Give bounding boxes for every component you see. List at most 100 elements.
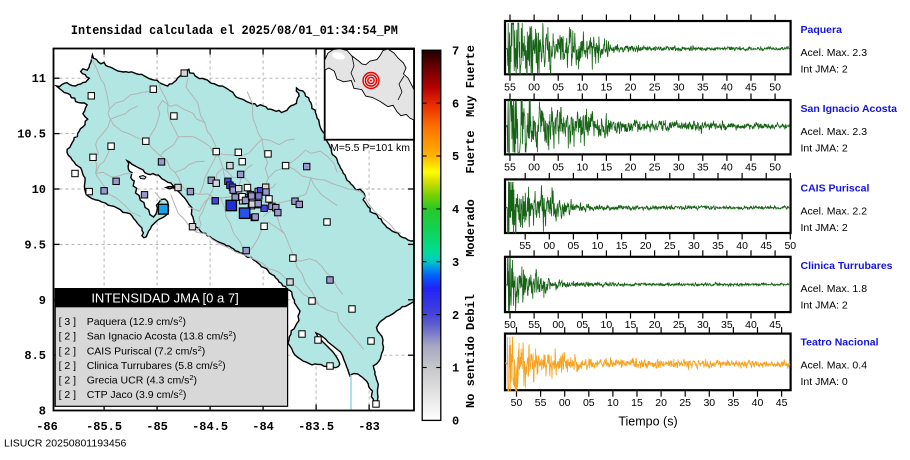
svg-text:9.5: 9.5 bbox=[24, 238, 46, 252]
svg-text:40: 40 bbox=[721, 81, 733, 93]
svg-text:15: 15 bbox=[625, 319, 637, 331]
svg-text:35: 35 bbox=[712, 240, 724, 252]
svg-text:Acel. Max. 2.2: Acel. Max. 2.2 bbox=[801, 205, 868, 217]
svg-text:40: 40 bbox=[736, 240, 748, 252]
svg-text:30: 30 bbox=[703, 397, 715, 409]
svg-text:35: 35 bbox=[721, 319, 733, 331]
svg-text:20: 20 bbox=[625, 81, 637, 93]
svg-text:30: 30 bbox=[697, 319, 709, 331]
svg-text:10: 10 bbox=[607, 397, 619, 409]
svg-text:55: 55 bbox=[504, 161, 516, 173]
svg-text:Moderado: Moderado bbox=[464, 199, 478, 257]
svg-text:Intensidad calculada el 2025/0: Intensidad calculada el 2025/08/01_01:34… bbox=[71, 23, 398, 38]
svg-text:45: 45 bbox=[745, 81, 757, 93]
svg-text:25: 25 bbox=[673, 319, 685, 331]
svg-text:-86: -86 bbox=[36, 420, 58, 434]
svg-text:Paquera: Paquera bbox=[801, 24, 843, 36]
svg-text:CAIS Puriscal: CAIS Puriscal bbox=[801, 182, 870, 194]
svg-text:[ 2 ]: [ 2 ] bbox=[59, 331, 77, 343]
svg-text:[ 2 ]: [ 2 ] bbox=[59, 360, 77, 372]
svg-text:40: 40 bbox=[745, 319, 757, 331]
svg-text:05: 05 bbox=[552, 81, 564, 93]
svg-text:-85.5: -85.5 bbox=[86, 420, 122, 434]
svg-text:05: 05 bbox=[552, 161, 564, 173]
svg-text:-83: -83 bbox=[358, 420, 380, 434]
svg-text:0: 0 bbox=[452, 415, 459, 429]
svg-text:45: 45 bbox=[776, 397, 788, 409]
svg-text:Acel. Max. 2.3: Acel. Max. 2.3 bbox=[801, 47, 868, 59]
svg-text:Teatro Nacional: Teatro Nacional bbox=[801, 337, 879, 349]
svg-text:San Ignacio Acosta: San Ignacio Acosta bbox=[801, 103, 898, 115]
svg-text:35: 35 bbox=[697, 81, 709, 93]
svg-text:00: 00 bbox=[552, 319, 564, 331]
svg-text:San Ignacio Acosta (13.8 cm/s2: San Ignacio Acosta (13.8 cm/s2) bbox=[87, 329, 237, 343]
svg-text:5: 5 bbox=[452, 150, 459, 164]
svg-text:No sentido: No sentido bbox=[464, 336, 478, 408]
svg-text:2: 2 bbox=[452, 309, 459, 323]
svg-text:55: 55 bbox=[504, 81, 516, 93]
svg-text:Clinica Turrubares: Clinica Turrubares bbox=[801, 260, 893, 272]
svg-text:Acel. Max. 2.3: Acel. Max. 2.3 bbox=[801, 126, 868, 138]
svg-text:Int JMA: 2: Int JMA: 2 bbox=[801, 222, 848, 234]
svg-text:Int JMA: 2: Int JMA: 2 bbox=[801, 143, 848, 155]
svg-text:10.5: 10.5 bbox=[17, 128, 46, 142]
svg-text:45: 45 bbox=[745, 161, 757, 173]
svg-text:CTP Jaco (3.9 cm/s2): CTP Jaco (3.9 cm/s2) bbox=[87, 388, 187, 402]
svg-text:55: 55 bbox=[528, 319, 540, 331]
svg-text:-84: -84 bbox=[252, 420, 274, 434]
svg-text:15: 15 bbox=[616, 240, 628, 252]
svg-text:40: 40 bbox=[721, 161, 733, 173]
svg-text:50: 50 bbox=[784, 240, 796, 252]
svg-text:00: 00 bbox=[528, 161, 540, 173]
svg-text:05: 05 bbox=[576, 319, 588, 331]
svg-text:[ 2 ]: [ 2 ] bbox=[59, 389, 77, 401]
svg-text:Grecia UCR (4.3 cm/s2): Grecia UCR (4.3 cm/s2) bbox=[87, 373, 197, 387]
svg-text:Debil: Debil bbox=[464, 294, 478, 330]
svg-text:50: 50 bbox=[769, 81, 781, 93]
svg-text:15: 15 bbox=[601, 81, 613, 93]
svg-text:50: 50 bbox=[511, 397, 523, 409]
svg-text:25: 25 bbox=[679, 397, 691, 409]
svg-text:30: 30 bbox=[673, 161, 685, 173]
svg-text:30: 30 bbox=[673, 81, 685, 93]
svg-text:30: 30 bbox=[688, 240, 700, 252]
svg-text:10: 10 bbox=[576, 81, 588, 93]
svg-text:25: 25 bbox=[649, 81, 661, 93]
svg-text:[ 3 ]: [ 3 ] bbox=[59, 316, 77, 328]
svg-text:40: 40 bbox=[752, 397, 764, 409]
svg-text:9: 9 bbox=[39, 294, 46, 308]
svg-text:50: 50 bbox=[504, 319, 516, 331]
svg-text:INTENSIDAD JMA [0 a 7]: INTENSIDAD JMA [0 a 7] bbox=[91, 291, 238, 306]
svg-text:20: 20 bbox=[649, 319, 661, 331]
svg-text:-85: -85 bbox=[146, 420, 168, 434]
svg-text:35: 35 bbox=[728, 397, 740, 409]
svg-text:45: 45 bbox=[769, 319, 781, 331]
svg-text:[ 2 ]: [ 2 ] bbox=[59, 345, 77, 357]
svg-text:20: 20 bbox=[640, 240, 652, 252]
svg-text:Muy Fuerte: Muy Fuerte bbox=[464, 45, 478, 117]
svg-text:6: 6 bbox=[452, 97, 459, 111]
svg-text:8.5: 8.5 bbox=[24, 349, 46, 363]
svg-text:00: 00 bbox=[559, 397, 571, 409]
svg-text:55: 55 bbox=[519, 240, 531, 252]
svg-text:-83.5: -83.5 bbox=[298, 420, 334, 434]
svg-text:20: 20 bbox=[655, 397, 667, 409]
svg-text:55: 55 bbox=[535, 397, 547, 409]
svg-text:Fuerte: Fuerte bbox=[464, 130, 478, 173]
svg-text:Int JMA: 2: Int JMA: 2 bbox=[801, 64, 848, 76]
svg-text:3: 3 bbox=[452, 256, 459, 270]
svg-text:[ 2 ]: [ 2 ] bbox=[59, 375, 77, 387]
svg-text:Int JMA: 2: Int JMA: 2 bbox=[801, 299, 848, 311]
svg-text:25: 25 bbox=[649, 161, 661, 173]
svg-text:Clinica Turrubares (5.8 cm/s2): Clinica Turrubares (5.8 cm/s2) bbox=[87, 358, 226, 372]
svg-text:10: 10 bbox=[32, 183, 46, 197]
svg-text:35: 35 bbox=[697, 161, 709, 173]
svg-text:11: 11 bbox=[32, 72, 46, 86]
svg-text:-84.5: -84.5 bbox=[192, 420, 228, 434]
svg-text:LISUCR 20250801193456: LISUCR 20250801193456 bbox=[4, 438, 127, 450]
svg-text:15: 15 bbox=[601, 161, 613, 173]
svg-text:10: 10 bbox=[576, 161, 588, 173]
svg-text:Acel. Max. 1.8: Acel. Max. 1.8 bbox=[801, 283, 868, 295]
svg-text:25: 25 bbox=[664, 240, 676, 252]
svg-text:05: 05 bbox=[583, 397, 595, 409]
